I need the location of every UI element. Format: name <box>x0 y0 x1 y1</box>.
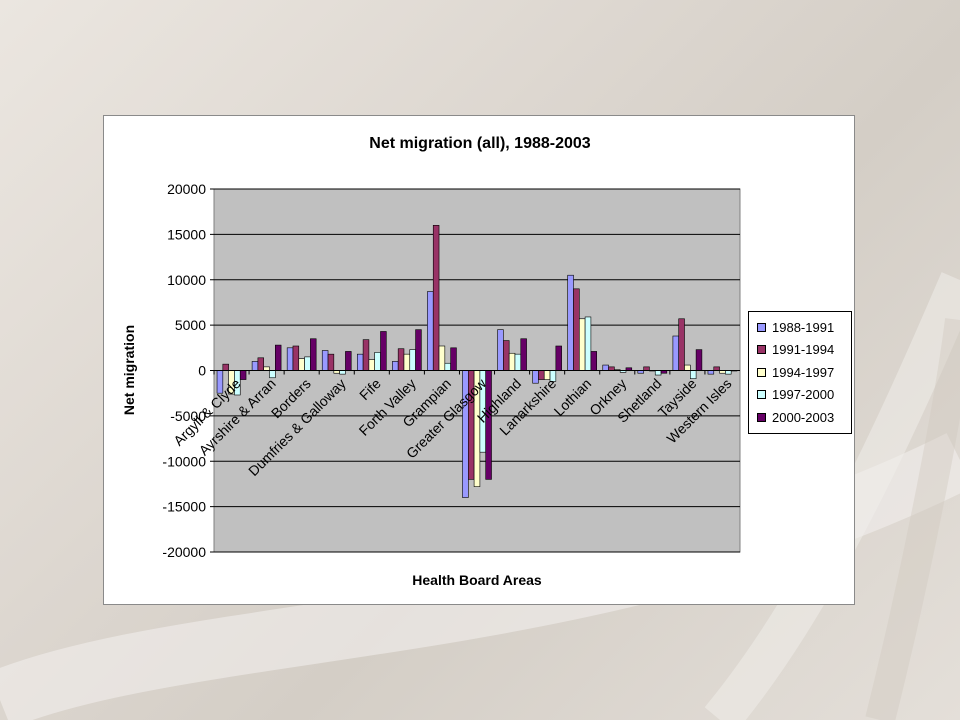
bar <box>678 318 685 371</box>
bar <box>432 225 440 371</box>
legend-label: 1997-2000 <box>772 387 835 403</box>
bar <box>397 348 405 371</box>
chart-title: Net migration (all), 1988-2003 <box>369 135 591 152</box>
legend-swatch <box>757 390 766 400</box>
bar <box>257 357 264 371</box>
bar <box>707 370 715 375</box>
legend-item: 1997-2000 <box>757 384 851 407</box>
bar <box>608 366 615 371</box>
bar <box>444 362 451 371</box>
bar <box>520 338 527 371</box>
y-tick-label: -5000 <box>170 408 206 424</box>
y-tick-label: 10000 <box>167 272 206 288</box>
bar <box>374 352 381 371</box>
y-tick-label: -15000 <box>162 499 206 515</box>
y-tick-label: -20000 <box>162 544 206 560</box>
y-axis-ticks: 20000 15000 10000 5000 0 -5000 -10000 -15000 -20… <box>162 181 214 560</box>
legend: 1988-1991 1991-1994 1994-1997 1997-2000 … <box>748 311 852 434</box>
legend-item: 2000-2003 <box>757 406 851 429</box>
bar <box>643 366 650 371</box>
bar <box>409 349 416 371</box>
bar <box>292 345 300 371</box>
bar <box>339 370 346 375</box>
bar <box>578 318 586 371</box>
bar <box>368 359 375 371</box>
bar <box>357 353 364 371</box>
bar <box>345 351 352 371</box>
bar <box>362 339 370 371</box>
y-tick-label: 0 <box>198 363 206 379</box>
bar <box>304 356 311 371</box>
bar <box>567 274 574 371</box>
chart-frame: Net migration (all), 1988-2003 20000 1500… <box>103 115 855 605</box>
legend-swatch <box>757 412 766 422</box>
bar <box>286 347 294 371</box>
bar <box>222 363 229 371</box>
bar <box>695 349 703 371</box>
bar <box>298 358 305 371</box>
bar <box>672 335 680 371</box>
legend-item: 1988-1991 <box>757 316 851 339</box>
chart-svg: Net migration (all), 1988-2003 20000 1500… <box>121 135 741 588</box>
bar <box>450 347 457 371</box>
y-tick-label: 5000 <box>175 317 206 333</box>
legend-label: 1994-1997 <box>772 364 835 380</box>
bar <box>684 364 691 371</box>
bar <box>269 370 276 379</box>
bar <box>573 288 580 371</box>
legend-swatch <box>757 322 766 332</box>
bar <box>438 345 446 371</box>
x-axis-label: Health Board Areas <box>412 572 542 588</box>
legend-label: 1988-1991 <box>772 319 835 335</box>
bar <box>239 370 247 380</box>
bars <box>216 225 738 498</box>
bar <box>263 366 270 371</box>
legend-label: 2000-2003 <box>772 409 835 425</box>
bar <box>503 340 510 371</box>
bar <box>508 352 516 371</box>
bar <box>310 338 317 371</box>
bar <box>532 370 539 384</box>
bar <box>713 366 720 371</box>
bar <box>321 350 329 371</box>
bar <box>497 329 504 371</box>
bar <box>427 291 434 371</box>
bar <box>514 353 522 371</box>
y-tick-label: 15000 <box>167 226 206 242</box>
y-tick-label: 20000 <box>167 181 206 197</box>
bar <box>584 316 592 371</box>
bar <box>555 345 562 371</box>
bar <box>602 364 609 371</box>
bar <box>689 370 697 379</box>
bar <box>403 353 411 371</box>
legend-item: 1994-1997 <box>757 361 851 384</box>
legend-label: 1991-1994 <box>772 342 835 358</box>
bar <box>380 331 387 371</box>
bar <box>327 353 335 371</box>
bar <box>392 361 399 371</box>
legend-swatch <box>757 367 766 377</box>
y-axis-label: Net migration <box>121 325 137 415</box>
bar <box>590 351 597 371</box>
bar <box>275 344 282 371</box>
legend-swatch <box>757 345 766 355</box>
bar <box>725 370 732 375</box>
bar <box>654 370 662 376</box>
bar <box>415 329 422 371</box>
legend-item: 1991-1994 <box>757 339 851 362</box>
y-tick-label: -10000 <box>162 453 206 469</box>
bar <box>538 370 545 380</box>
bar <box>251 361 259 371</box>
